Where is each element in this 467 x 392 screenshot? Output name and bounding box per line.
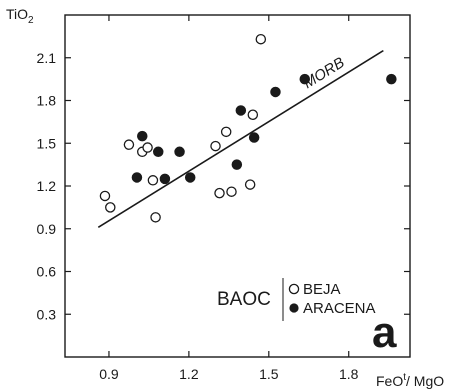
aracena-point	[152, 146, 164, 158]
y-tick-label: 1.2	[37, 178, 57, 194]
beja-point	[226, 186, 237, 197]
beja-point	[99, 190, 111, 202]
y-tick-label: 2.1	[37, 50, 57, 66]
x-tick-label: 1.2	[179, 366, 199, 382]
aracena-point	[174, 146, 185, 158]
beja-point	[142, 142, 153, 153]
y-axis-title-subscript: 2	[28, 15, 34, 26]
aracena-point	[131, 172, 143, 183]
data-points	[99, 33, 397, 223]
y-axis-title: TiO2	[6, 6, 34, 26]
beja-point	[105, 202, 116, 213]
beja-point	[255, 33, 267, 45]
panel-label: a	[372, 308, 397, 357]
legend-label-beja: BEJA	[303, 281, 341, 298]
y-axis-ticks: 0.3 0.6 0.9 1.2 1.5 1.8 2.1	[37, 50, 410, 322]
aracena-point	[235, 105, 247, 116]
beja-point	[147, 175, 159, 186]
morb-trend-line	[97, 49, 384, 229]
x-axis-title: FeOt/ MgO	[376, 372, 444, 389]
beja-point	[247, 109, 259, 121]
aracena-point	[184, 172, 196, 183]
beja-point	[210, 140, 221, 152]
y-tick-label: 0.3	[37, 306, 57, 322]
legend-marker-aracena	[289, 303, 299, 313]
x-axis-ticks: 0.9 1.2 1.5 1.8	[99, 15, 359, 382]
beja-point	[123, 139, 135, 150]
legend-group-label: BAOC	[217, 289, 271, 310]
aracena-point	[231, 159, 243, 170]
y-tick-label: 0.9	[37, 221, 57, 237]
aracena-point	[299, 73, 311, 85]
beja-point	[244, 179, 256, 190]
beja-point	[150, 212, 161, 223]
y-tick-label: 1.5	[37, 135, 57, 151]
legend-label-aracena: ARACENA	[303, 300, 376, 317]
y-tick-label: 1.8	[37, 93, 57, 109]
aracena-point	[159, 173, 171, 185]
legend-marker-beja	[288, 283, 300, 295]
aracena-point	[248, 132, 260, 143]
x-tick-label: 0.9	[99, 366, 119, 382]
x-tick-label: 1.8	[339, 366, 359, 382]
y-tick-label: 0.6	[37, 264, 57, 280]
beja-point	[214, 187, 225, 199]
x-axis-title-superscript: t	[403, 372, 406, 383]
aracena-point	[386, 73, 397, 85]
x-tick-label: 1.5	[259, 366, 279, 382]
beja-point	[220, 126, 232, 138]
aracena-point	[137, 130, 148, 142]
aracena-point	[270, 86, 281, 98]
